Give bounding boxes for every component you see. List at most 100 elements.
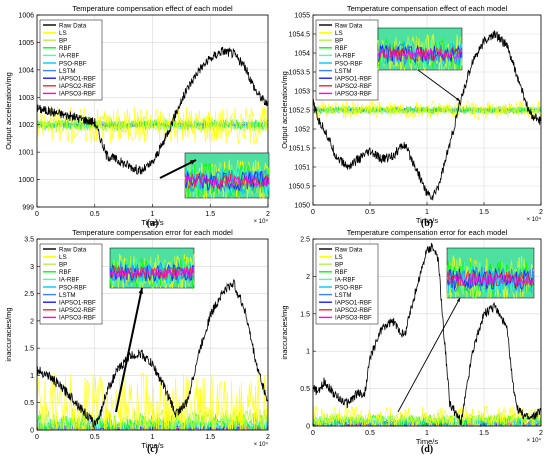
inset-trace: [184, 166, 270, 195]
inset-trace: [377, 47, 463, 60]
legend-entry: RBF: [59, 269, 72, 276]
series-ls: [312, 99, 542, 121]
legend: Raw DataLSBPRBFIA-RBFPSO-RBFLSTMIAPSO1-R…: [39, 243, 103, 325]
legend-entry: IAPSO1-RBF: [59, 300, 96, 307]
y-tick-label: 1.5: [300, 311, 310, 318]
x-tick-label: 1: [425, 209, 429, 216]
inset-trace: [446, 270, 535, 288]
legend-entry: Raw Data: [335, 246, 363, 253]
legend-entry: Raw Data: [59, 22, 87, 29]
x-axis-label: Time/s: [416, 216, 438, 225]
zoom-inset: [109, 247, 195, 290]
legend-entry: IAPSO2-RBF: [335, 307, 372, 314]
panel-d: 0 0.5 1 1.5 2 0 0.5 1 1.5 2 2.5 × 10⁴ Temperature co…: [280, 228, 543, 455]
zoom-arrow-head: [138, 288, 144, 294]
y-tick-label: 1054: [294, 51, 310, 58]
legend-entry: IAPSO2-RBF: [59, 83, 96, 90]
legend-entry: RBF: [335, 269, 348, 276]
series-raw-data: [312, 242, 542, 425]
x-tick-label: 0.5: [90, 434, 100, 441]
y-tick-label: 1.5: [24, 346, 34, 353]
legend-entry: LSTM: [335, 292, 352, 299]
panel-label: (a): [147, 218, 159, 229]
series-ls: [312, 405, 542, 428]
x-axis-label: Time/s: [141, 441, 163, 450]
y-tick-label: 3: [30, 264, 34, 271]
x-tick-label: 1.5: [205, 434, 215, 441]
legend-entry: Raw Data: [335, 22, 363, 29]
x-tick-label: 0: [311, 430, 315, 437]
y-tick-label: 1002: [18, 122, 34, 129]
legend-entry: Raw Data: [59, 246, 87, 253]
inset-trace: [109, 258, 195, 288]
y-tick-label: 0: [306, 424, 310, 431]
x-tick-label: 1: [151, 434, 155, 441]
y-axis-label: Output acceleration/mg: [4, 72, 13, 150]
x-axis-label: Time/s: [141, 218, 163, 227]
x-tick-label: 1: [425, 430, 429, 437]
y-tick-label: 2.5: [300, 237, 310, 244]
legend-entry: LSTM: [335, 68, 352, 75]
legend-entry: PSO-RBF: [335, 284, 363, 291]
y-tick-label: 2.5: [24, 291, 34, 298]
zoom-arrow: [115, 287, 143, 413]
y-tick-label: 0.5: [300, 386, 310, 393]
zoom-inset: [377, 27, 463, 72]
series-raw-data: [36, 46, 269, 175]
inset-trace: [184, 174, 270, 188]
legend: Raw DataLSBPRBFIA-RBFPSO-RBFLSTMIAPSO1-R…: [39, 19, 103, 101]
x-exponent: × 10⁴: [254, 218, 269, 225]
y-tick-label: 1: [306, 349, 310, 356]
series-ls: [36, 105, 269, 145]
y-tick-label: 0: [30, 428, 34, 435]
inset-trace: [377, 46, 463, 63]
legend-entry: LS: [335, 30, 343, 37]
legend-entry: IA-RBF: [59, 53, 80, 60]
panel-c: 0 0.5 1 1.5 2 0 0.5 1 1.5 2 2.5 3 3.5 × 10⁴ Temperatur…: [4, 228, 270, 455]
x-tick-label: 0: [311, 209, 315, 216]
legend-entry: IAPSO3-RBF: [335, 315, 372, 322]
legend-entry: BP: [59, 38, 67, 45]
legend-entry: LS: [59, 254, 67, 261]
zoom-inset: [184, 152, 270, 200]
legend-entry: BP: [335, 262, 343, 269]
chart-title: Temperature compensation effect of each …: [72, 4, 233, 13]
y-tick-label: 1053: [294, 89, 310, 96]
legend-entry: IAPSO1-RBF: [59, 76, 96, 83]
legend-entry: IAPSO1-RBF: [335, 300, 372, 307]
y-tick-label: 1052.5: [289, 108, 311, 115]
panel-label: (c): [147, 444, 158, 455]
y-axis-label: inaccuracies/mg: [280, 305, 289, 359]
y-tick-label: 1005: [18, 40, 34, 47]
legend-entry: IAPSO3-RBF: [59, 315, 96, 322]
inset-trace: [109, 264, 195, 280]
legend-box: [39, 243, 103, 325]
legend-entry: LSTM: [59, 292, 76, 299]
y-tick-label: 1055: [294, 13, 310, 20]
zoom-arrow: [159, 159, 197, 179]
x-tick-label: 0: [35, 434, 39, 441]
legend-entry: IAPSO1-RBF: [335, 76, 372, 83]
y-tick-label: 1001: [18, 150, 34, 157]
zoom-inset: [446, 247, 535, 299]
y-axis-label: inaccuracies/mg: [4, 307, 13, 361]
legend-entry: BP: [335, 38, 343, 45]
legend-entry: BP: [59, 262, 67, 269]
series-bp: [36, 115, 269, 134]
legend-entry: LS: [59, 30, 67, 37]
x-exponent: × 10⁴: [254, 441, 269, 448]
legend-entry: RBF: [59, 45, 72, 52]
legend-entry: IAPSO2-RBF: [59, 307, 96, 314]
series-raw-data: [36, 278, 269, 428]
x-tick-label: 1.5: [479, 430, 489, 437]
panel-a: 0 0.5 1 1.5 2 999 1000 1001 1002 1003 1004 1005 1006…: [4, 4, 270, 229]
zoom-arrow-head: [190, 160, 196, 165]
y-tick-label: 1051: [294, 165, 310, 172]
y-tick-label: 1: [30, 373, 34, 380]
chart-title: Temperature compensation effect of each …: [347, 4, 508, 13]
x-exponent: × 10⁴: [527, 216, 542, 223]
y-tick-label: 1004: [18, 67, 34, 74]
series-raw-data: [312, 30, 542, 201]
legend-entry: IAPSO2-RBF: [335, 83, 372, 90]
